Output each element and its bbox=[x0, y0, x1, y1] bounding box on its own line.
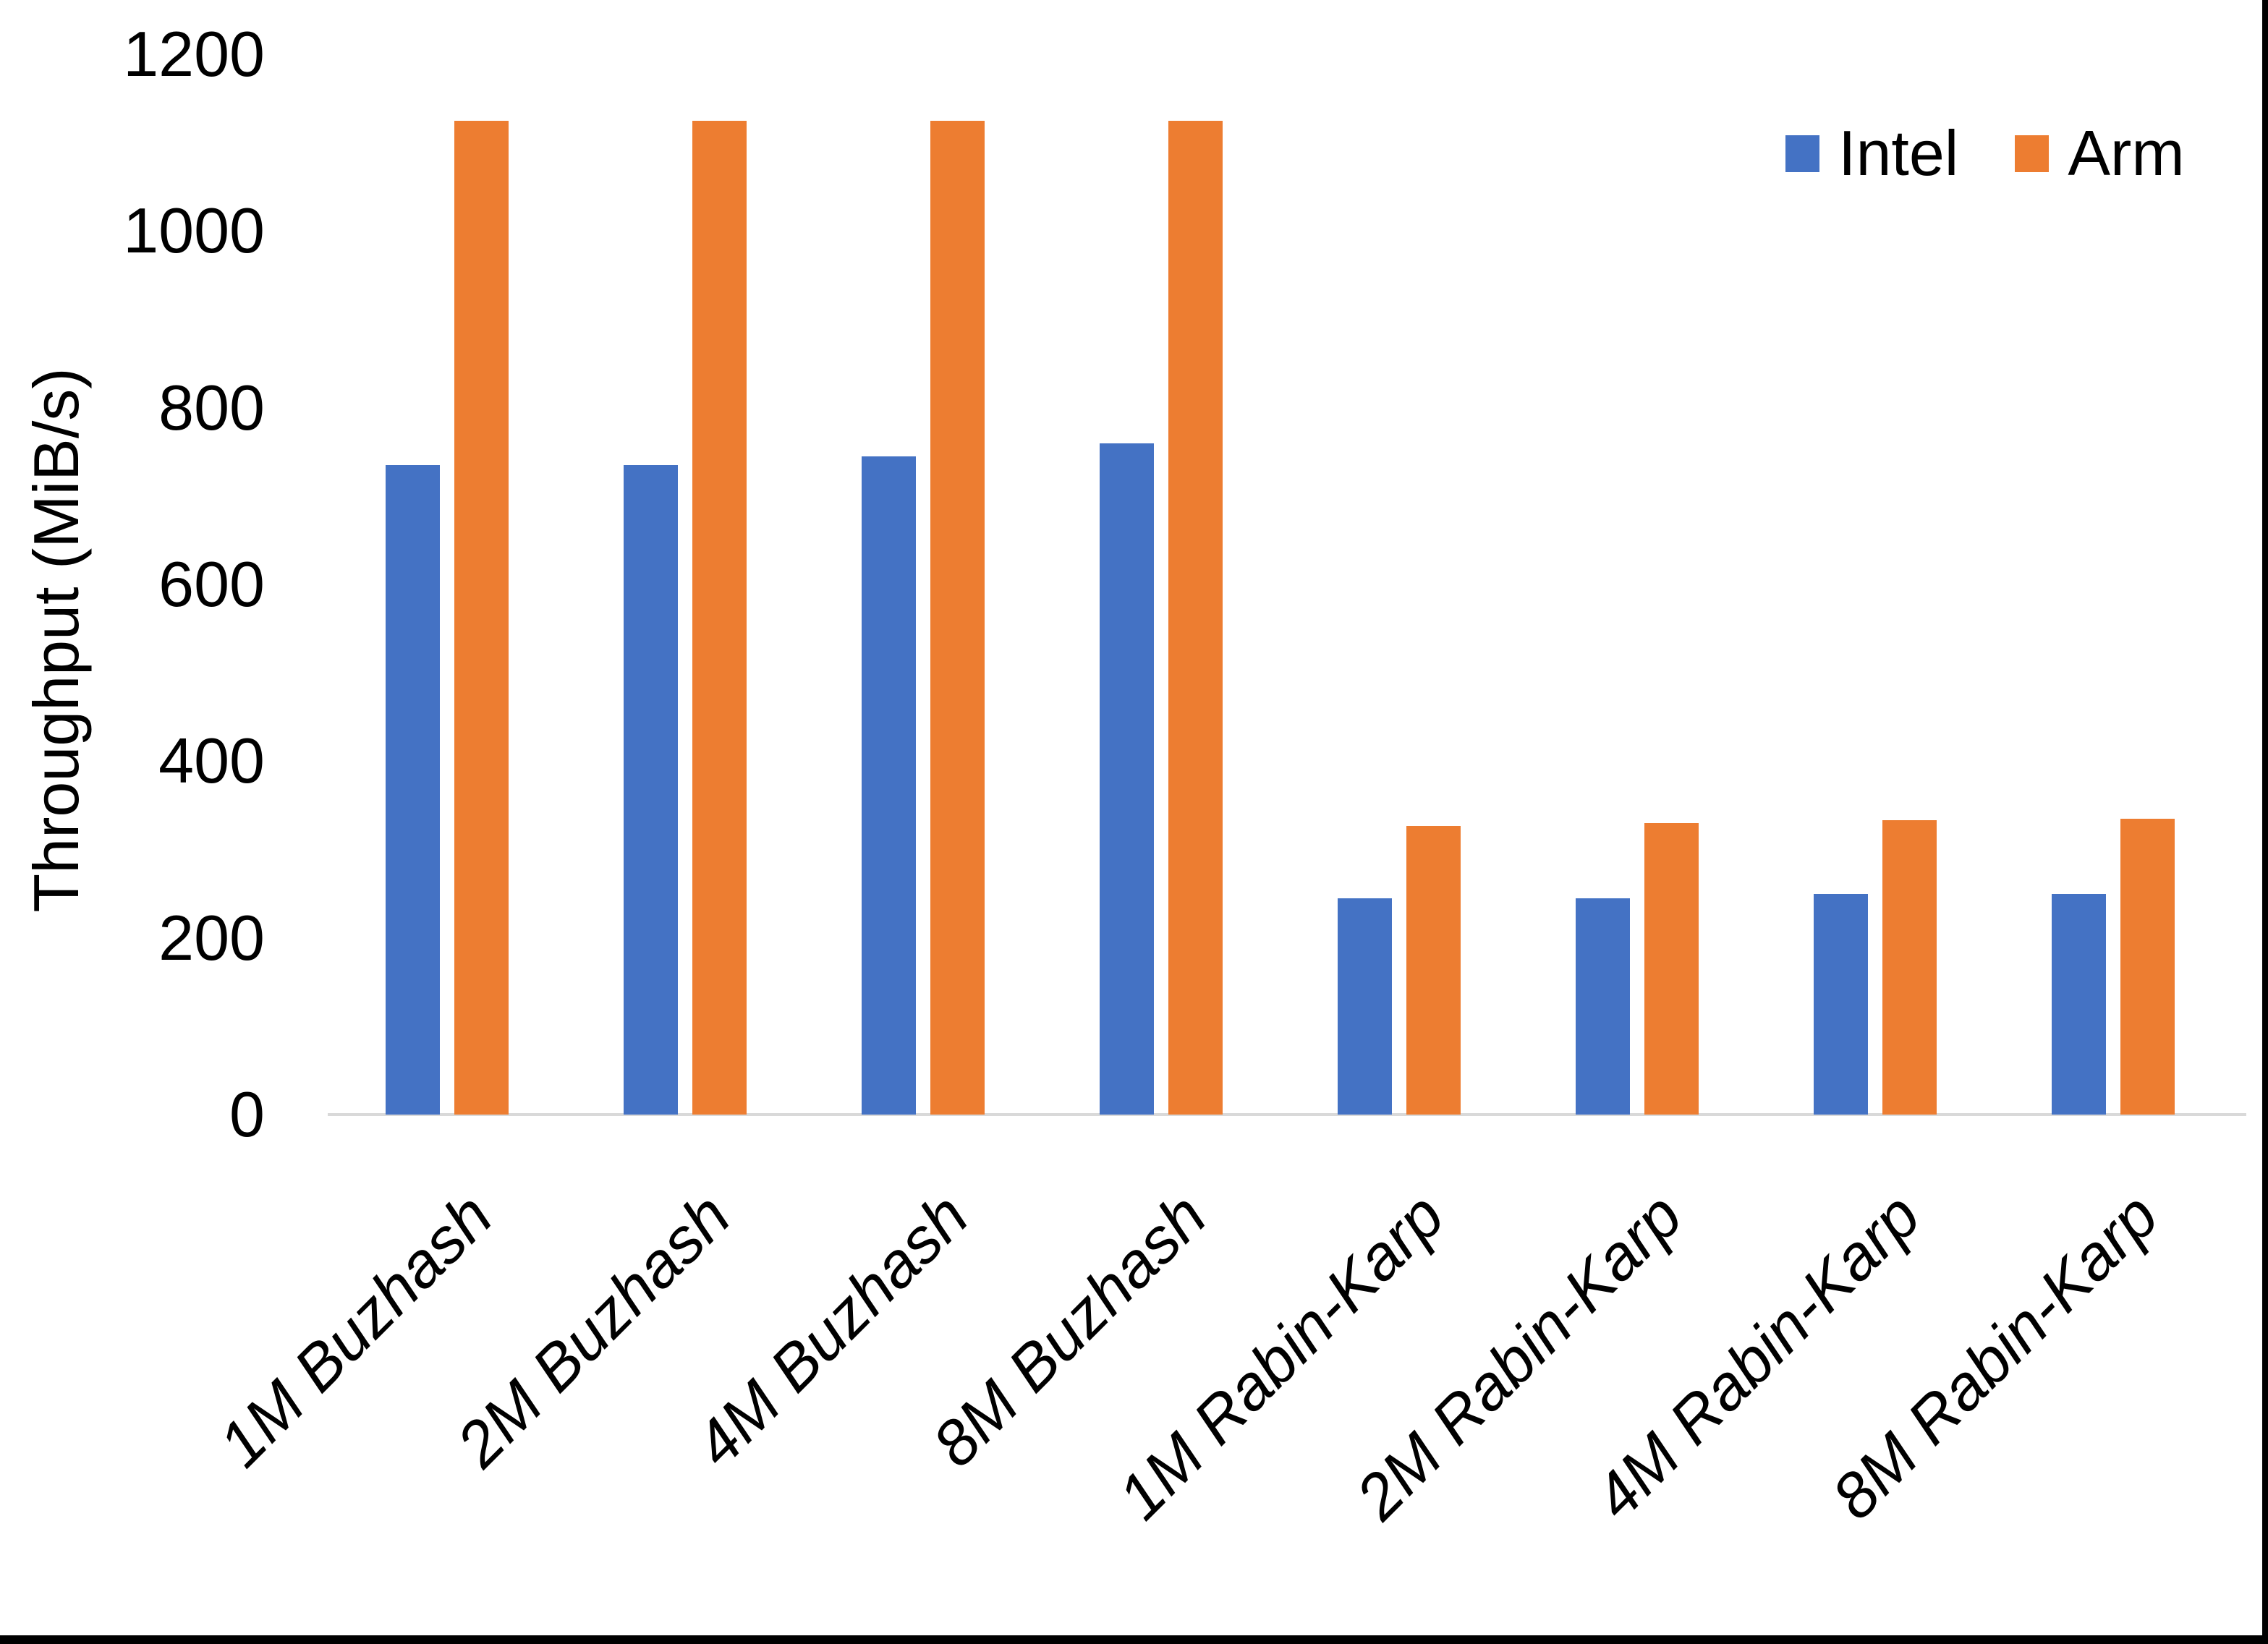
intel-swatch-icon bbox=[1785, 135, 1819, 172]
bar-arm-1 bbox=[454, 121, 509, 1115]
arm-swatch-icon bbox=[2015, 135, 2050, 172]
y-tick-label: 800 bbox=[158, 371, 265, 443]
bar-intel-5 bbox=[1338, 898, 1392, 1115]
y-tick-label: 600 bbox=[158, 548, 265, 620]
y-tick-label: 0 bbox=[229, 1078, 265, 1150]
window-border-right bbox=[2262, 0, 2268, 1644]
y-tick-label: 400 bbox=[158, 725, 265, 797]
legend: Intel Arm bbox=[1785, 122, 2185, 185]
legend-label: Arm bbox=[2068, 117, 2185, 189]
bar-intel-6 bbox=[1576, 898, 1630, 1115]
y-tick-label: 1000 bbox=[123, 195, 265, 267]
bar-arm-2 bbox=[692, 121, 747, 1115]
bar-arm-4 bbox=[1168, 121, 1223, 1115]
bar-intel-1 bbox=[386, 465, 440, 1115]
bar-intel-8 bbox=[2052, 894, 2106, 1115]
y-tick-label: 1200 bbox=[123, 18, 265, 90]
y-tick-label: 200 bbox=[158, 901, 265, 974]
legend-label: Intel bbox=[1838, 117, 1959, 189]
bar-arm-3 bbox=[930, 121, 985, 1115]
window-border-bottom bbox=[0, 1635, 2268, 1644]
y-axis: 0 200 400 600 800 1000 1200 bbox=[0, 0, 265, 1644]
legend-item-intel: Intel bbox=[1785, 122, 1958, 185]
bar-arm-5 bbox=[1406, 826, 1461, 1115]
bar-arm-8 bbox=[2120, 819, 2175, 1115]
x-axis-line bbox=[328, 1113, 2246, 1116]
bar-intel-3 bbox=[862, 456, 916, 1115]
bar-intel-7 bbox=[1814, 894, 1868, 1115]
legend-item-arm: Arm bbox=[2015, 117, 2185, 189]
bar-arm-7 bbox=[1882, 820, 1937, 1115]
bar-arm-6 bbox=[1644, 823, 1699, 1115]
bar-intel-4 bbox=[1100, 443, 1154, 1115]
bar-intel-2 bbox=[624, 465, 678, 1115]
